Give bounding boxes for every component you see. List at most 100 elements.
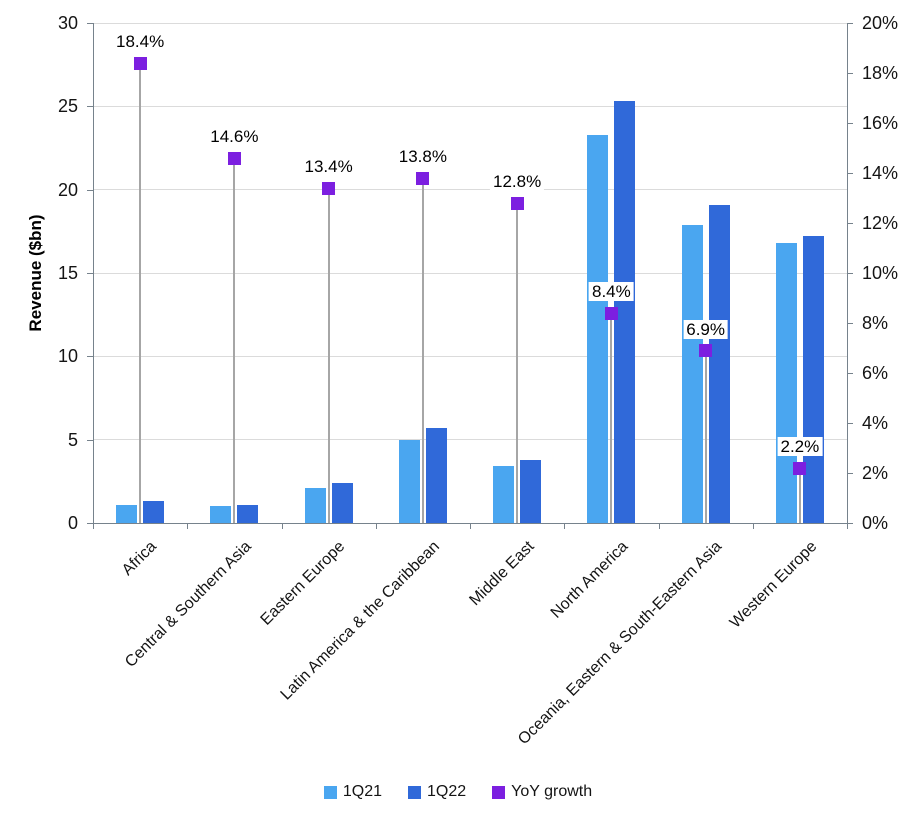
yoy-data-label: 8.4% bbox=[589, 282, 634, 301]
right-axis-tick bbox=[847, 423, 853, 424]
yoy-marker bbox=[699, 344, 713, 357]
x-category-label: Latin America & the Caribbean bbox=[277, 538, 443, 704]
x-axis-tick bbox=[281, 523, 283, 529]
legend-label: 1Q22 bbox=[427, 783, 467, 800]
right-axis-tick bbox=[847, 273, 853, 274]
gridline bbox=[93, 105, 847, 107]
yoy-marker bbox=[604, 306, 618, 320]
x-axis-tick bbox=[658, 523, 660, 529]
right-tick-label: 16% bbox=[862, 113, 899, 133]
yoy-drop-line bbox=[516, 203, 519, 523]
yoy-drop-line bbox=[327, 188, 330, 523]
right-axis-tick bbox=[847, 23, 853, 24]
bar-1q22 bbox=[802, 236, 824, 523]
x-axis-tick bbox=[752, 523, 754, 529]
x-category-label: Western Europe bbox=[726, 538, 820, 632]
gridline bbox=[93, 272, 847, 274]
bar-1q21 bbox=[681, 224, 703, 523]
gridline bbox=[93, 355, 847, 357]
y-tick-label: 10 bbox=[57, 346, 78, 367]
right-tick-label: 0% bbox=[862, 513, 889, 533]
yoy-drop-line bbox=[139, 63, 142, 523]
plot-area: 18.4% 14.6% 13.4% 13.8% 12.8% 8.4% 6.9% 2.2% bbox=[93, 22, 847, 523]
right-axis-tick bbox=[847, 223, 853, 224]
bar-1q22 bbox=[143, 501, 165, 523]
y-tick-label: 30 bbox=[57, 13, 78, 33]
left-axis-tick bbox=[87, 189, 93, 191]
yoy-data-label: 14.6% bbox=[207, 127, 262, 146]
y-tick-label: 15 bbox=[57, 263, 78, 283]
bar-1q21 bbox=[398, 439, 420, 523]
right-axis-tick bbox=[847, 373, 853, 374]
yoy-drop-line bbox=[421, 178, 424, 523]
yoy-marker bbox=[322, 181, 336, 195]
legend-label: YoY growth bbox=[511, 783, 593, 800]
bar-1q21 bbox=[210, 506, 232, 523]
left-axis-tick bbox=[87, 273, 93, 274]
yoy-data-label: 2.2% bbox=[777, 437, 823, 456]
right-tick-label: 14% bbox=[862, 163, 899, 183]
x-axis-tick bbox=[93, 523, 94, 529]
x-category-label: Oceania, Eastern & South-Eastern Asia bbox=[515, 538, 726, 749]
x-category-label: Middle East bbox=[466, 538, 538, 610]
x-axis-tick bbox=[187, 523, 189, 529]
gridline bbox=[93, 22, 847, 24]
x-category-label: Eastern Europe bbox=[258, 538, 349, 629]
x-category-label: North America bbox=[547, 538, 632, 622]
yoy-drop-line bbox=[610, 313, 613, 523]
right-axis-tick bbox=[847, 73, 853, 74]
yoy-marker bbox=[133, 56, 147, 70]
legend-label: 1Q21 bbox=[342, 783, 383, 800]
legend-swatch-icon bbox=[408, 785, 422, 799]
yoy-drop-line bbox=[798, 468, 801, 523]
left-axis-tick bbox=[87, 439, 93, 441]
right-axis-tick bbox=[847, 323, 853, 324]
yoy-marker bbox=[227, 151, 241, 165]
legend-item-1q22: 1Q22 bbox=[408, 783, 466, 801]
yoy-data-label: 6.9% bbox=[683, 319, 728, 339]
bar-1q21 bbox=[587, 134, 609, 523]
right-tick-label: 10% bbox=[862, 263, 899, 283]
y-tick-label: 0 bbox=[67, 513, 78, 533]
right-tick-label: 6% bbox=[862, 363, 889, 383]
bar-1q22 bbox=[708, 204, 730, 523]
yoy-marker bbox=[416, 171, 430, 185]
yoy-drop-line bbox=[233, 158, 236, 523]
yoy-marker bbox=[510, 196, 524, 210]
bar-1q21 bbox=[493, 466, 515, 523]
x-axis-tick bbox=[564, 523, 566, 529]
legend-swatch-icon bbox=[323, 785, 337, 799]
legend-swatch-icon bbox=[492, 785, 506, 799]
right-axis-tick bbox=[847, 473, 853, 474]
right-tick-label: 20% bbox=[862, 13, 899, 33]
y-tick-label: 25 bbox=[57, 96, 78, 117]
gridline bbox=[93, 439, 847, 441]
x-axis-tick bbox=[847, 523, 848, 529]
yoy-drop-line bbox=[704, 350, 707, 523]
y-tick-label: 5 bbox=[67, 429, 78, 450]
yoy-data-label: 13.4% bbox=[301, 157, 356, 176]
right-tick-label: 8% bbox=[862, 313, 889, 333]
yoy-data-label: 18.4% bbox=[113, 32, 168, 51]
right-tick-label: 2% bbox=[862, 463, 889, 483]
bar-1q22 bbox=[331, 483, 353, 523]
bar-1q22 bbox=[237, 504, 259, 523]
right-tick-label: 4% bbox=[862, 413, 889, 433]
bar-1q22 bbox=[614, 101, 636, 523]
legend-item-1q21: 1Q21 bbox=[323, 783, 383, 801]
y-tick-label: 20 bbox=[57, 179, 78, 200]
bar-1q21 bbox=[116, 504, 138, 523]
right-tick-label: 18% bbox=[862, 63, 899, 83]
yoy-data-label: 12.8% bbox=[490, 172, 545, 191]
bar-1q21 bbox=[775, 243, 797, 523]
yoy-marker bbox=[793, 461, 807, 475]
left-axis-line bbox=[93, 23, 94, 523]
yoy-data-label: 13.8% bbox=[395, 147, 450, 166]
left-axis-tick bbox=[87, 106, 93, 108]
right-axis-tick bbox=[847, 173, 853, 174]
gridline bbox=[93, 189, 847, 191]
right-axis-tick bbox=[847, 523, 853, 524]
x-category-label: Africa bbox=[119, 538, 161, 579]
bar-1q22 bbox=[425, 428, 447, 523]
